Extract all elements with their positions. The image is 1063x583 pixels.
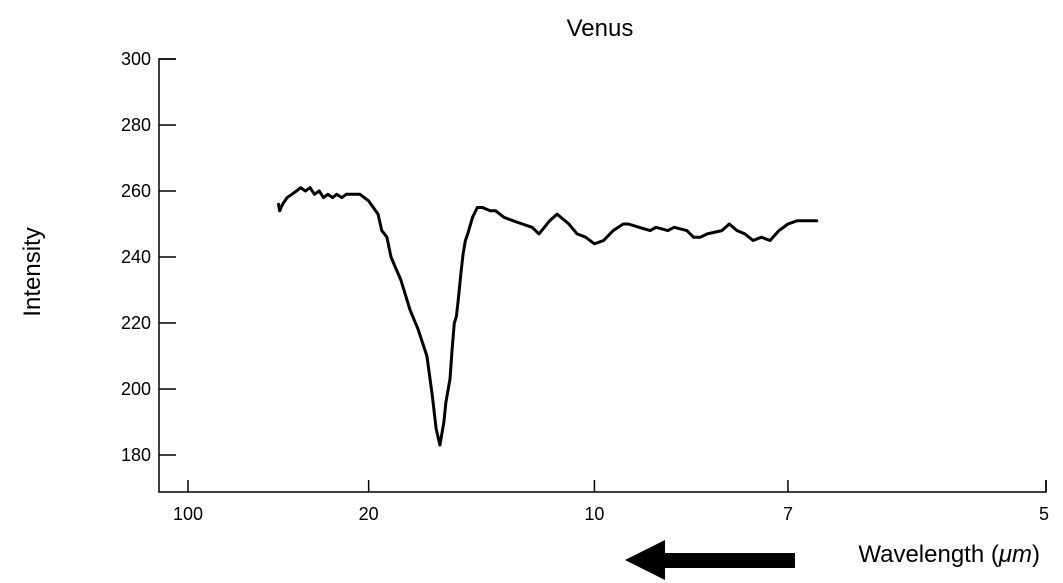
y-axis-ticks: 180 200 220 240 260 280 300 (121, 49, 176, 465)
x-tick-label: 5 (1039, 504, 1049, 524)
y-tick-label: 200 (121, 379, 151, 399)
x-axis-label: Wavelength (μm) (858, 541, 1040, 568)
series-group (277, 186, 819, 447)
y-tick-label: 280 (121, 115, 151, 135)
y-tick-label: 180 (121, 445, 151, 465)
chart-title: Venus (567, 15, 634, 42)
y-tick-label: 240 (121, 247, 151, 267)
x-tick-label: 20 (359, 504, 379, 524)
axes-frame (158, 58, 1047, 493)
x-tick-label: 7 (783, 504, 793, 524)
y-tick-label: 220 (121, 313, 151, 333)
y-tick-label: 300 (121, 49, 151, 69)
arrow-shaft (655, 553, 795, 568)
x-tick-label: 100 (173, 504, 203, 524)
arrow-head (625, 540, 665, 580)
x-tick-label: 10 (584, 504, 604, 524)
y-tick-label: 260 (121, 181, 151, 201)
spectrum-line (277, 186, 819, 447)
direction-arrow (625, 540, 795, 580)
y-axis-label: Intensity (19, 227, 46, 316)
x-axis-ticks: 100 20 10 7 5 (173, 480, 1049, 524)
